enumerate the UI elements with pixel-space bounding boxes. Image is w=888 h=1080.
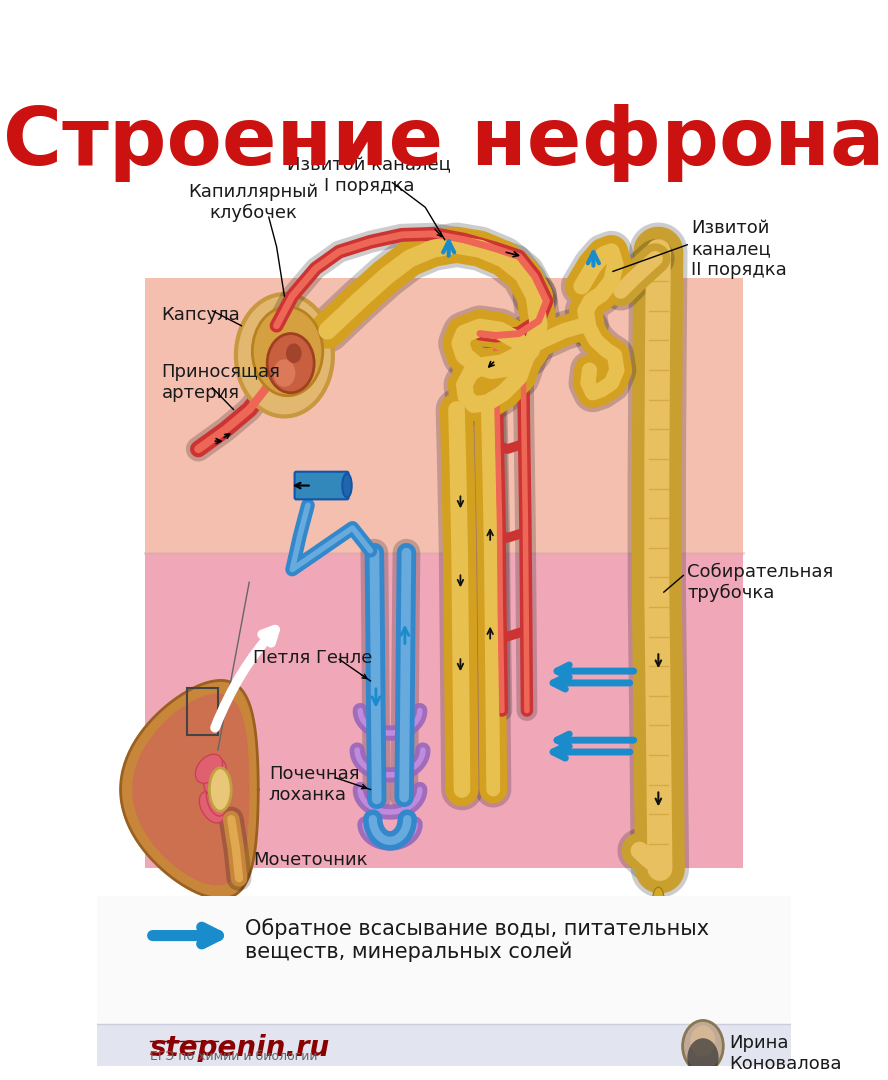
- Circle shape: [267, 334, 314, 393]
- Wedge shape: [653, 913, 664, 921]
- Text: Извитой каналец
I порядка: Извитой каналец I порядка: [287, 156, 451, 194]
- Ellipse shape: [203, 759, 226, 794]
- Bar: [97, 896, 791, 1066]
- Circle shape: [274, 360, 296, 387]
- Ellipse shape: [208, 768, 227, 806]
- Text: Мочеточник: Мочеточник: [253, 851, 368, 868]
- Circle shape: [236, 294, 333, 417]
- Text: Капсула: Капсула: [162, 306, 241, 324]
- Ellipse shape: [195, 754, 223, 783]
- Text: Строение нефрона: Строение нефрона: [4, 104, 884, 181]
- Ellipse shape: [653, 887, 664, 909]
- Bar: [186, 688, 218, 735]
- Ellipse shape: [206, 780, 227, 816]
- Ellipse shape: [210, 768, 231, 811]
- Text: Обратное всасывание воды, питательных
веществ, минеральных солей: Обратное всасывание воды, питательных ве…: [245, 918, 710, 962]
- Circle shape: [252, 307, 322, 395]
- Text: Почечная
лоханка: Почечная лоханка: [269, 765, 360, 804]
- Text: ЕГЭ по химии и биологии: ЕГЭ по химии и биологии: [150, 1050, 317, 1063]
- Text: Приносящая
артерия: Приносящая артерия: [162, 363, 281, 402]
- Bar: [145, 553, 743, 868]
- Bar: [145, 279, 743, 868]
- Text: stepenin.ru: stepenin.ru: [150, 1035, 330, 1063]
- Ellipse shape: [342, 474, 352, 498]
- Text: Ирина
Коновалова: Ирина Коновалова: [729, 1035, 841, 1074]
- Text: Извитой
каналец
II порядка: Извитой каналец II порядка: [691, 219, 787, 279]
- Circle shape: [286, 343, 302, 363]
- Circle shape: [691, 1025, 716, 1057]
- Circle shape: [687, 1038, 718, 1078]
- Text: Петля Генле: Петля Генле: [253, 649, 372, 667]
- Bar: [97, 1025, 791, 1066]
- Polygon shape: [121, 680, 258, 899]
- Polygon shape: [133, 694, 249, 885]
- Ellipse shape: [199, 792, 225, 823]
- Circle shape: [683, 1021, 724, 1071]
- Text: Собирательная
трубочка: Собирательная трубочка: [687, 563, 834, 602]
- FancyBboxPatch shape: [295, 472, 349, 499]
- Text: Капиллярный
клубочек: Капиллярный клубочек: [188, 183, 318, 221]
